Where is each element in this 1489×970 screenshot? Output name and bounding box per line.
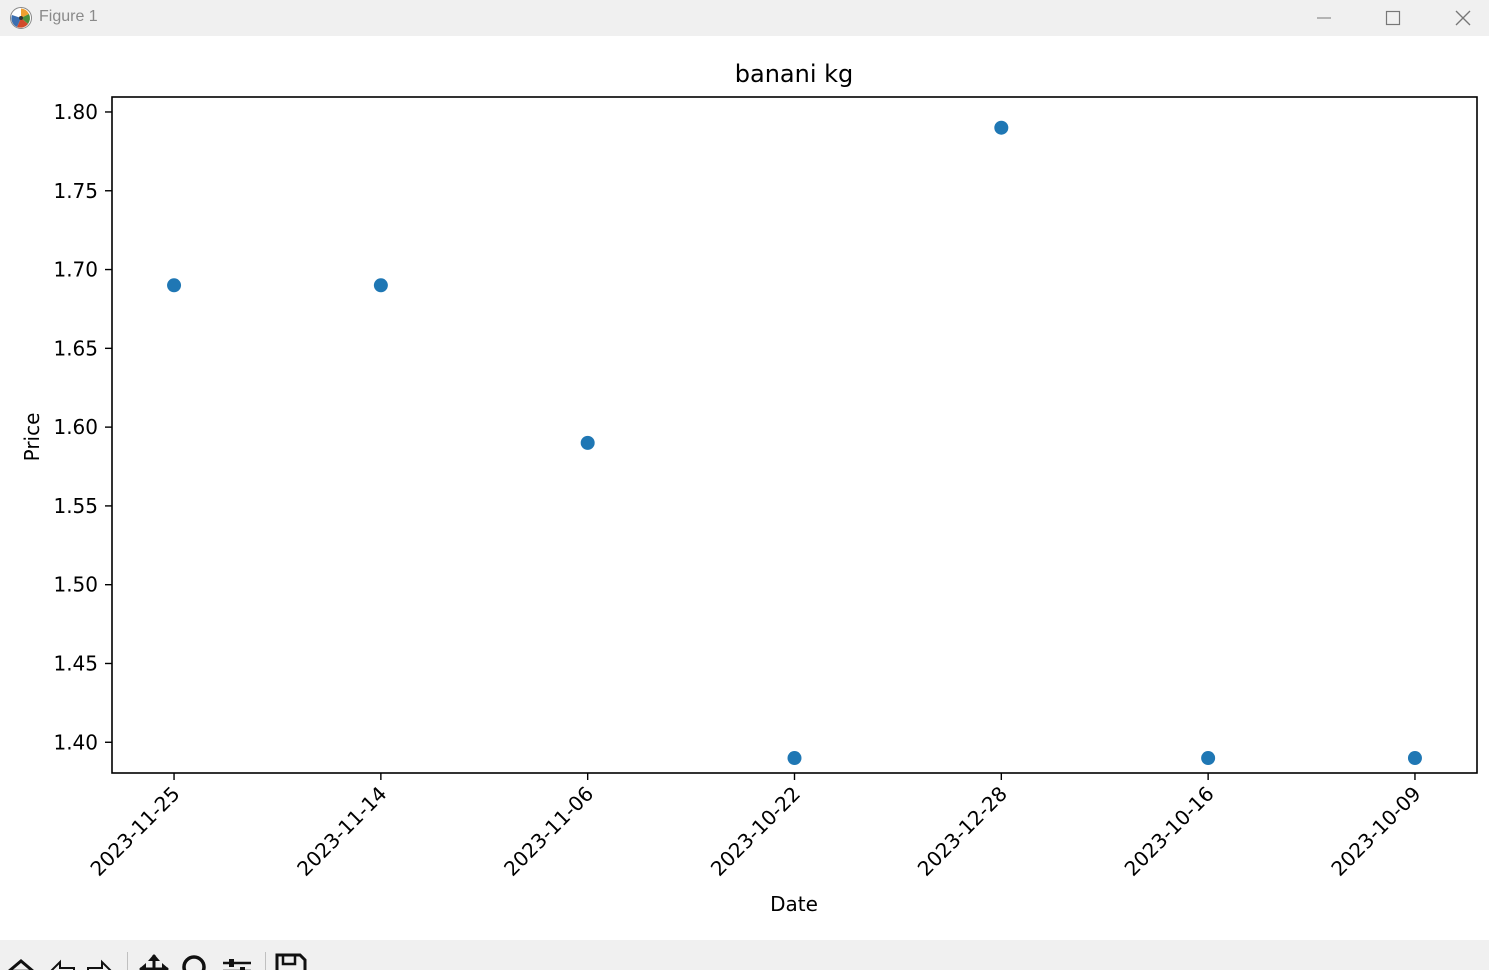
x-tick-label: 2023-10-09	[1326, 782, 1425, 881]
minimize-button[interactable]	[1301, 0, 1347, 36]
y-axis: 1.40 1.45 1.50 1.55 1.60 1.65 1.70 1.75 1.80	[53, 100, 112, 754]
navigation-toolbar	[0, 940, 1489, 970]
x-tick-label: 2023-12-28	[913, 782, 1012, 881]
y-tick-label: 1.50	[53, 573, 98, 597]
x-axis: 2023-11-25 2023-11-14 2023-11-06 2023-10-22…	[85, 773, 1425, 881]
data-point	[787, 751, 802, 766]
maximize-button[interactable]	[1370, 0, 1416, 36]
y-tick-label: 1.40	[53, 730, 98, 754]
y-tick-label: 1.75	[53, 179, 98, 203]
zoom-icon[interactable]	[178, 952, 212, 970]
configure-icon[interactable]	[220, 952, 254, 970]
x-tick-label: 2023-10-16	[1120, 782, 1219, 881]
scatter-chart: banani kg 1.401.451.501.551.601.651.701.…	[20, 60, 1478, 916]
window-title: Figure 1	[39, 8, 98, 25]
toolbar-separator	[127, 952, 128, 970]
maximize-icon	[1385, 10, 1401, 26]
matplotlib-logo-icon	[10, 7, 32, 29]
data-points	[167, 120, 1422, 766]
data-point	[373, 278, 388, 293]
y-tick-label: 1.70	[53, 258, 98, 282]
data-point	[580, 435, 595, 450]
x-tick-label: 2023-11-25	[85, 782, 184, 881]
toolbar-separator	[265, 952, 266, 970]
y-tick-label: 1.80	[53, 100, 98, 124]
x-tick-label: 2023-11-06	[499, 782, 598, 881]
x-tick-label: 2023-10-22	[706, 782, 805, 881]
figure-canvas[interactable]: banani kg 1.40 1.45 1.50 1.55 1.60 1.65 1.70 1.…	[0, 36, 1489, 940]
chart-title: banani kg	[735, 60, 854, 88]
data-point	[994, 120, 1009, 135]
data-point	[1201, 751, 1216, 766]
x-axis-label: Date	[770, 892, 818, 916]
data-point	[1407, 751, 1422, 766]
y-tick-label: 1.65	[53, 336, 98, 360]
y-axis-label: Price	[20, 413, 44, 462]
y-tick-label: 1.55	[53, 494, 98, 518]
back-icon[interactable]	[44, 952, 78, 970]
x-tick-label: 2023-11-14	[292, 782, 391, 881]
minimize-icon	[1317, 17, 1331, 19]
y-tick-label: 1.45	[53, 651, 98, 675]
home-icon[interactable]	[4, 952, 38, 970]
y-tick-label: 1.60	[53, 415, 98, 439]
forward-icon[interactable]	[84, 952, 118, 970]
close-button[interactable]	[1440, 0, 1486, 36]
plot-area-frame	[111, 96, 1478, 774]
pan-icon[interactable]	[137, 952, 171, 970]
data-point	[167, 278, 182, 293]
close-icon	[1455, 10, 1471, 26]
save-icon[interactable]	[274, 952, 308, 970]
window-titlebar: Figure 1	[0, 0, 1489, 36]
